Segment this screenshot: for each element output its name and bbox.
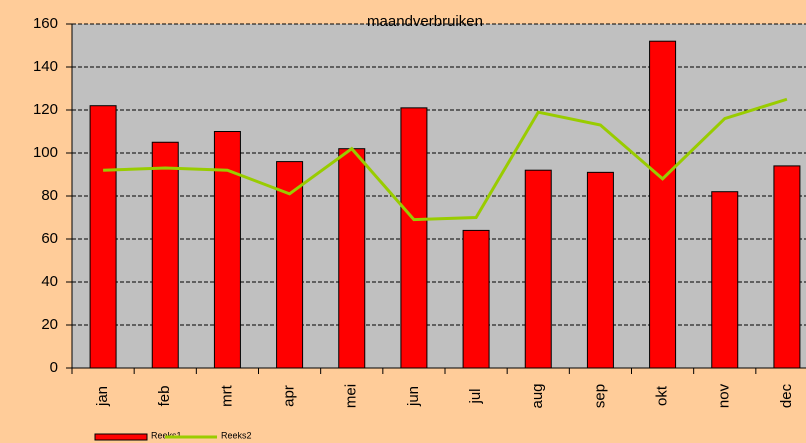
x-tick-label: okt bbox=[654, 385, 671, 406]
bar bbox=[338, 148, 366, 369]
x-tick-label: dec bbox=[778, 383, 795, 408]
bar bbox=[213, 131, 241, 369]
x-tick-label: jun bbox=[405, 386, 422, 407]
grid bbox=[72, 23, 806, 326]
x-tick-label: jul bbox=[467, 388, 484, 404]
bar bbox=[89, 105, 117, 369]
bar bbox=[276, 161, 304, 369]
y-tick-label: 0 bbox=[50, 359, 58, 376]
y-tick-label: 20 bbox=[41, 316, 58, 333]
bar bbox=[586, 171, 614, 369]
bar bbox=[462, 229, 490, 369]
y-tick-label: 160 bbox=[33, 15, 58, 32]
chart-title: maandverbruiken bbox=[367, 13, 483, 30]
bar bbox=[151, 141, 179, 369]
x-tick-label: nov bbox=[716, 383, 733, 408]
line bbox=[103, 97, 788, 222]
bar bbox=[524, 169, 552, 369]
bar bbox=[400, 107, 428, 369]
legend-label: Reeks1 bbox=[151, 430, 182, 440]
x-tick-label: sep bbox=[591, 384, 608, 408]
x-tick-label: aug bbox=[529, 383, 546, 408]
x-tick-label: apr bbox=[281, 385, 298, 407]
y-tick-label: 60 bbox=[41, 230, 58, 247]
x-tick-label: feb bbox=[156, 386, 173, 407]
y-tick-label: 40 bbox=[41, 273, 58, 290]
bar bbox=[773, 165, 801, 369]
legend-swatch bbox=[94, 433, 148, 441]
bar bbox=[711, 191, 739, 369]
bar bbox=[649, 40, 677, 369]
y-tick-label: 140 bbox=[33, 58, 58, 75]
y-tick-label: 80 bbox=[41, 187, 58, 204]
x-tick-label: mrt bbox=[218, 384, 235, 406]
y-tick-label: 120 bbox=[33, 101, 58, 118]
y-tick-label: 100 bbox=[33, 144, 58, 161]
legend-label: Reeks2 bbox=[221, 430, 252, 440]
x-tick-label: jan bbox=[94, 386, 111, 407]
x-tick-label: mei bbox=[343, 384, 360, 408]
